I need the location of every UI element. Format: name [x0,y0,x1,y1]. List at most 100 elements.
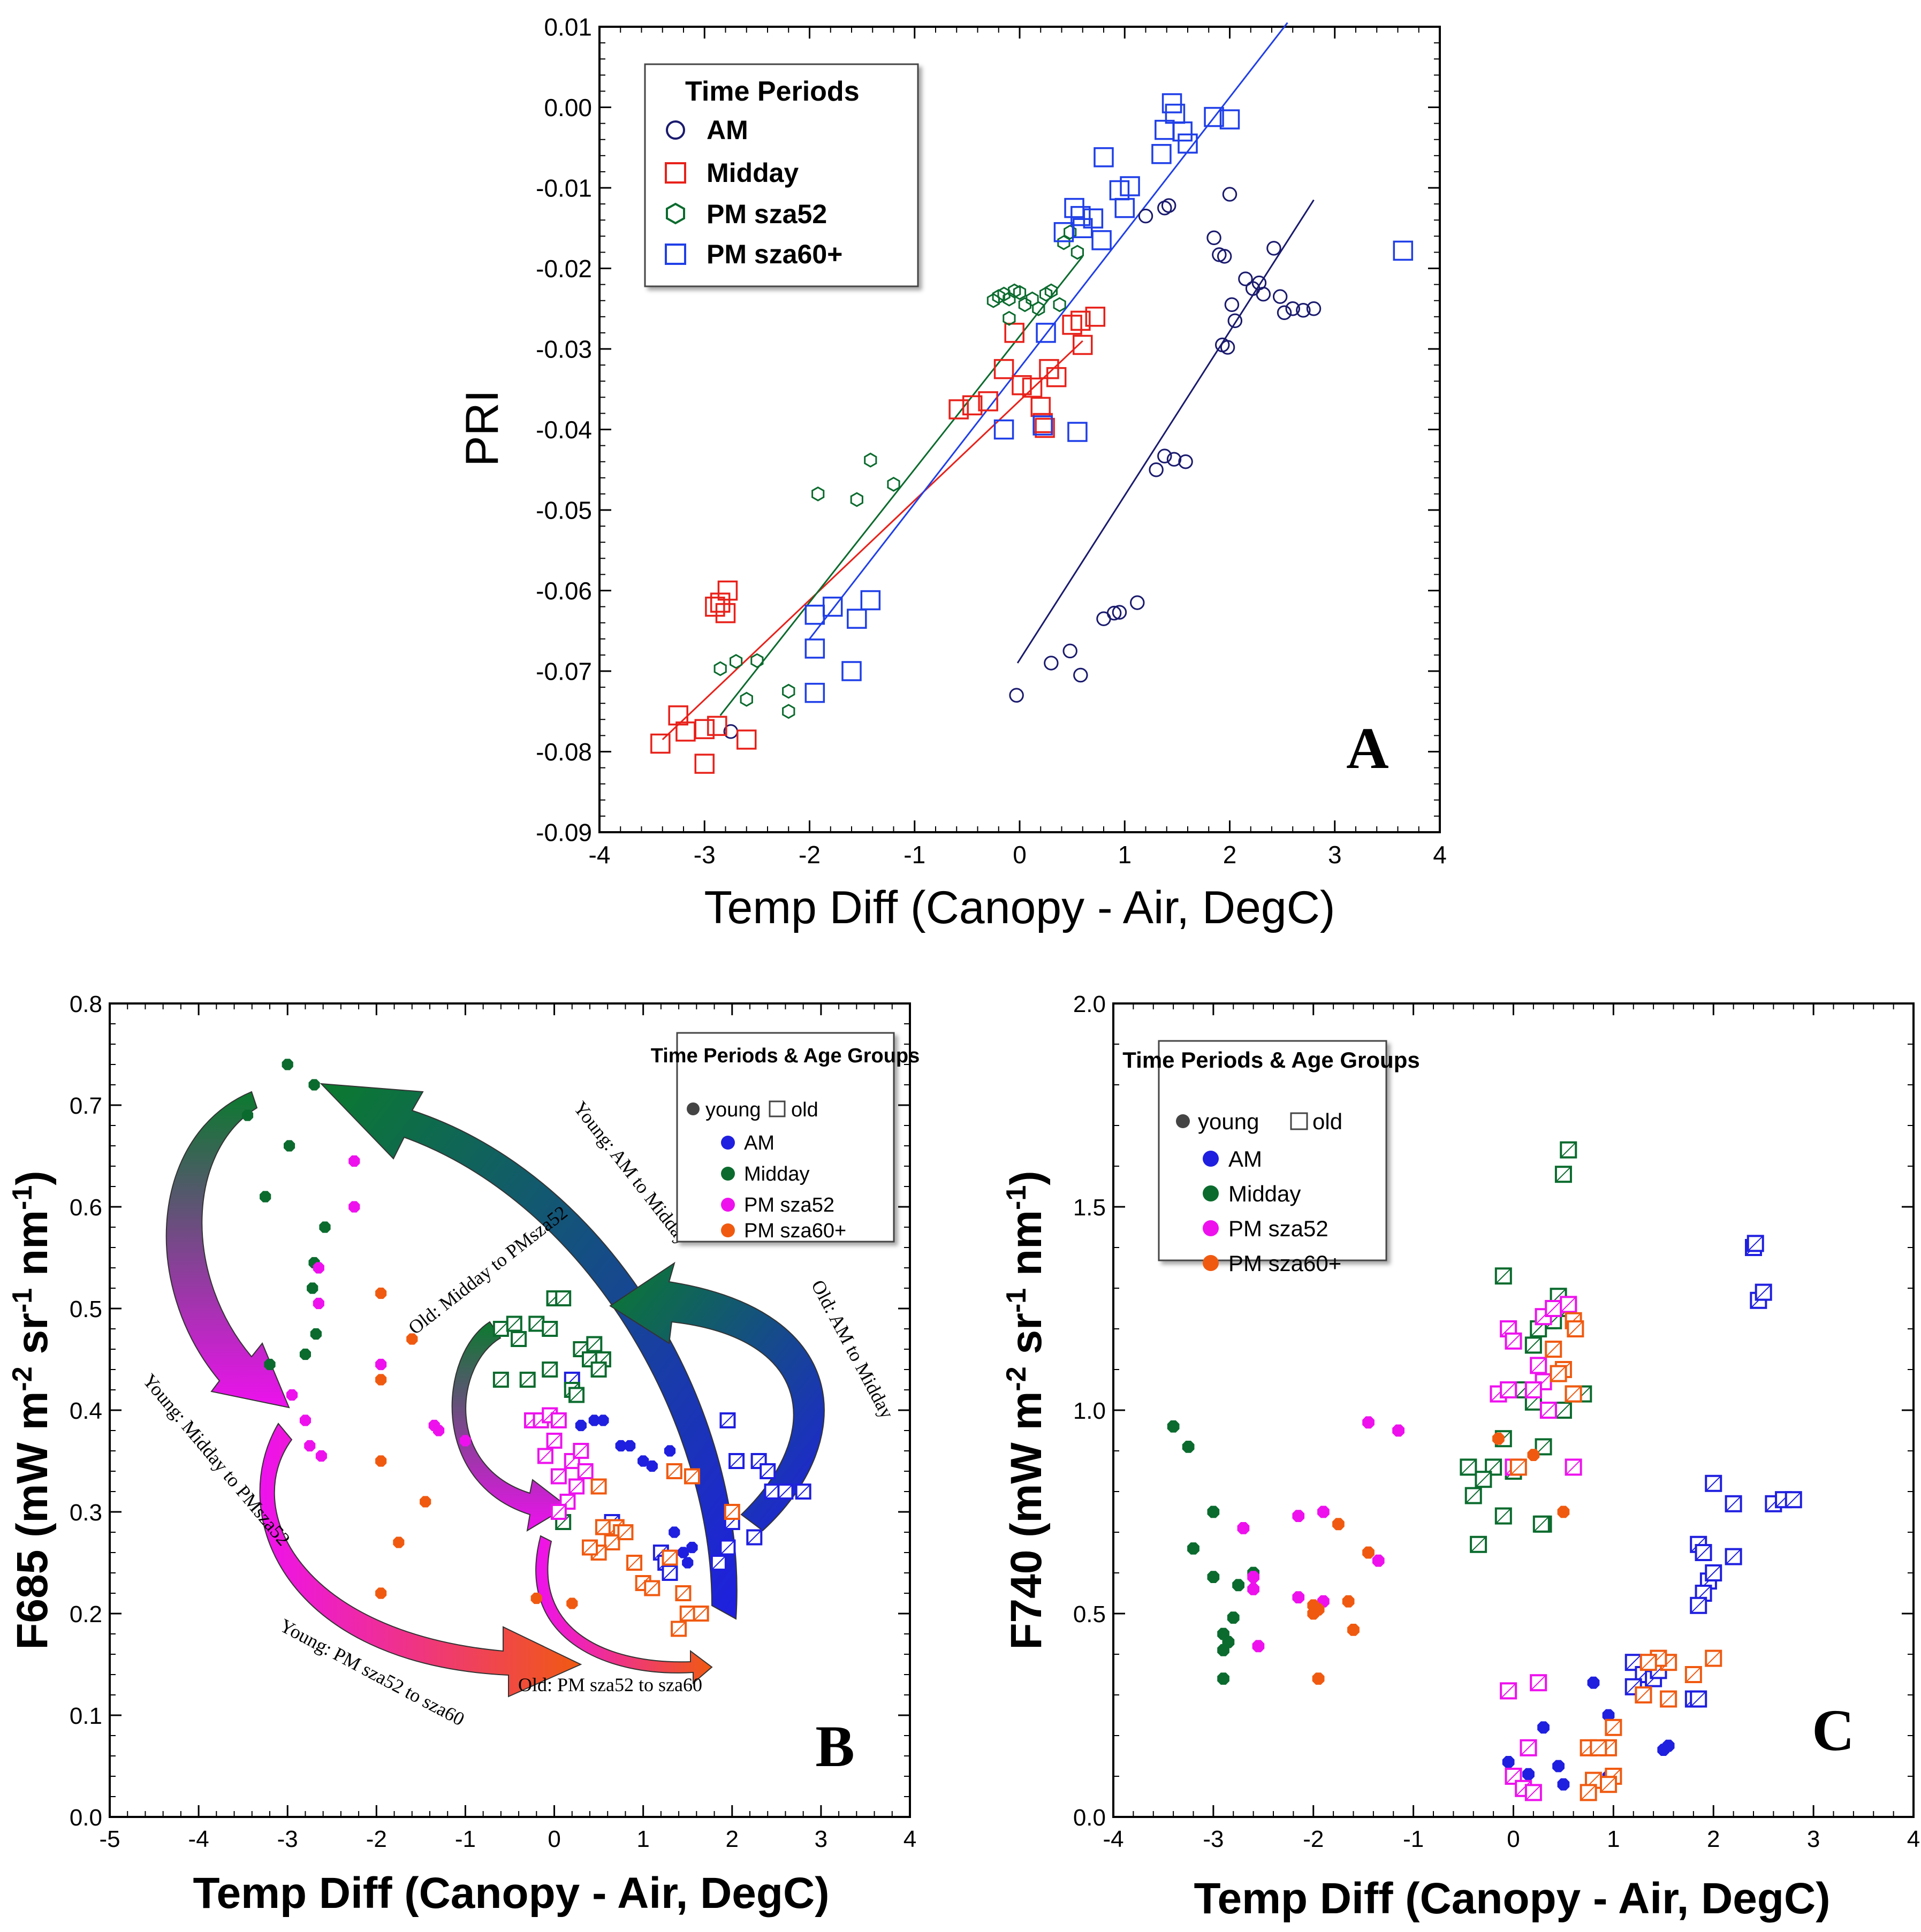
x-tick-label: 1 [1607,1826,1620,1852]
x-tick-label: 2 [1223,841,1237,869]
panel-a-legend-title: Time Periods [685,76,860,107]
point-pm-sza60- [860,590,881,611]
x-tick-label: 3 [815,1826,827,1852]
point-pm-sza60-young [393,1537,405,1548]
arrow-young-am-to-midday [320,1083,738,1620]
point-pm-sza52 [1057,235,1070,250]
marker-hatch [1560,1142,1576,1158]
marker-hatch [551,1413,566,1428]
marker-hatch [685,1469,700,1484]
point-midday-young [264,1358,276,1371]
x-tick-label: 0 [1013,841,1027,869]
panel-a-ylabel: PRI [457,390,508,466]
point-am [1238,271,1253,286]
point-pm-sza52 [1018,297,1031,313]
point-midday [993,359,1014,379]
panel-b-legend-title: Time Periods & Age Groups [651,1045,920,1067]
point-am-young [597,1414,609,1426]
point-midday [1070,310,1091,331]
point-midday [1039,359,1059,379]
point-pm-sza60-young [375,1374,387,1386]
arrow-old-midday-to-pm52 [451,1321,568,1532]
marker-hatch [1530,1675,1546,1691]
panel-a-legend: Time Periods AM Midday PM sza52 PM sza60… [644,63,919,287]
point-pm-sza52 [1039,286,1053,302]
x-tick-label: -2 [799,841,821,869]
point-pm-sza52 [740,691,753,707]
point-pm-sza60- [1204,107,1224,127]
marker-hatch [720,1413,735,1428]
panel-c-xlabel: Temp Diff (Canopy - Air, DegC) [1194,1874,1831,1923]
point-pm-sza60- [847,608,867,629]
point-am [1306,301,1322,316]
marker-hatch [1510,1459,1527,1475]
point-pm-sza60- [1094,147,1114,168]
point-am-young [1552,1760,1565,1773]
marker-hatch [1705,1565,1721,1581]
y-tick-label: 0.5 [1073,1601,1106,1627]
point-pm-sza52 [782,704,795,719]
point-midday [948,399,969,420]
point-pm-sza60-young [375,1455,387,1467]
marker-hatch [569,1479,584,1494]
point-pm-sza52 [850,492,863,507]
y-tick-label: 0.01 [544,13,592,41]
marker-hatch [573,1342,589,1357]
point-midday-young [319,1221,331,1233]
panel-a: -4 -3 -2 -1 0 1 2 3 4 0.01 0.00 -0.01 -0.02 -0.03 -0.0… [457,13,1447,933]
legend-b-midday-label: Midday [744,1163,810,1185]
legend-b-pm52-label: PM sza52 [744,1194,834,1216]
point-am-young [1502,1756,1515,1768]
marker-hatch [538,1448,553,1464]
point-am [1044,656,1059,671]
point-pm-sza60-young [530,1592,542,1604]
marker-hatch [1641,1654,1657,1670]
marker-hatch [1600,1776,1616,1792]
marker-hatch [604,1535,620,1550]
point-pm-sza52 [1044,283,1058,299]
point-am-young [1557,1778,1570,1791]
legend-b-am-label: AM [744,1132,775,1154]
marker-hatch [1695,1545,1712,1561]
marker-hatch [546,1433,562,1448]
point-midday-young [282,1059,293,1070]
point-midday [1012,375,1032,395]
point-pm-sza52 [811,486,825,501]
point-am [1266,241,1281,256]
legend-b-old-marker [769,1100,786,1117]
x-tick-label: 4 [903,1826,916,1852]
marker-hatch [1660,1654,1676,1670]
point-am-young [1537,1721,1550,1734]
marker-hatch [711,1555,726,1570]
point-pm-sza60- [804,682,825,703]
marker-hatch [1533,1516,1550,1532]
marker-hatch [578,1464,593,1479]
legend-c-am-marker [1203,1151,1219,1167]
point-pm-sza52-old [1505,1332,1522,1350]
point-midday-young [308,1079,320,1091]
legend-b-midday-marker [721,1167,735,1181]
marker-hatch [1590,1740,1607,1756]
marker-hatch [795,1484,811,1499]
point-pm-sza60-young [420,1496,431,1508]
point-midday-young [1167,1420,1180,1433]
point-am-young [1522,1768,1535,1781]
point-pm-sza52-young [313,1262,324,1274]
point-midday [1022,377,1043,398]
point-am-young [664,1445,676,1457]
point-pm-sza52 [992,289,1005,305]
marker-hatch [1705,1650,1721,1667]
legend-b-pm60-marker [721,1223,735,1237]
point-pm-sza60-young [1332,1518,1345,1531]
marker-hatch [520,1372,535,1387]
legend-b-am-marker [721,1136,735,1150]
point-pm-sza52-young [1252,1640,1265,1653]
point-pm-sza52-young [299,1414,311,1426]
y-tick-label: -0.07 [536,658,592,686]
point-am [1157,448,1172,463]
point-am [1112,605,1127,620]
y-tick-label: 2.0 [1073,991,1106,1017]
panel-b-legend-box [676,1032,895,1243]
legend-b-young-marker [687,1102,700,1115]
marker-hatch [1550,1365,1567,1382]
